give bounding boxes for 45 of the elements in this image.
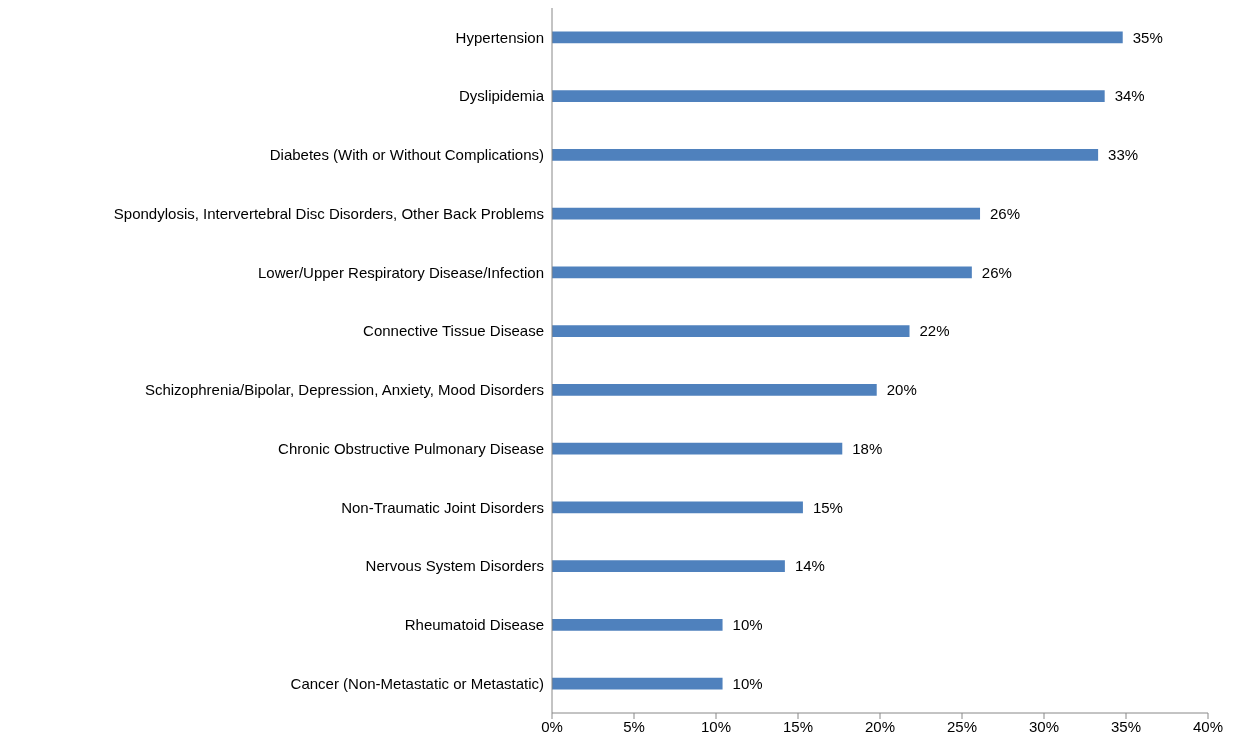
data-label: 26% — [981, 263, 1012, 281]
data-label: 18% — [852, 439, 883, 457]
bar — [552, 325, 910, 337]
bar — [552, 149, 1099, 161]
x-tick-label: 0% — [541, 717, 563, 735]
x-tick-label: 35% — [1110, 717, 1142, 735]
data-label: 22% — [919, 322, 950, 340]
x-tick-label: 25% — [946, 717, 978, 735]
y-tick-label: Rheumatoid Disease — [404, 616, 544, 634]
y-tick-label: Non-Traumatic Joint Disorders — [341, 498, 544, 516]
y-tick-label: Dyslipidemia — [458, 87, 545, 105]
bar — [552, 501, 803, 514]
y-tick-label: Nervous System Disorders — [365, 557, 544, 575]
bar — [552, 677, 723, 690]
x-tick-label: 20% — [864, 717, 896, 735]
bar — [552, 207, 981, 220]
data-label: 15% — [812, 498, 843, 516]
data-label: 33% — [1108, 146, 1139, 164]
x-tick-label: 10% — [700, 717, 732, 735]
data-label: 10% — [732, 674, 763, 692]
bar — [552, 266, 972, 279]
y-tick-label: Hypertension — [455, 28, 544, 46]
data-label: 20% — [886, 381, 917, 399]
data-label: 34% — [1114, 87, 1145, 105]
y-tick-label: Lower/Upper Respiratory Disease/Infection — [258, 263, 544, 281]
bar — [552, 442, 843, 455]
bar — [552, 384, 877, 396]
y-tick-label: Chronic Obstructive Pulmonary Disease — [278, 439, 544, 457]
bar — [552, 31, 1123, 44]
bar — [552, 560, 785, 572]
x-tick-label: 5% — [623, 717, 645, 735]
data-label: 10% — [732, 616, 763, 634]
data-label: 14% — [794, 557, 825, 575]
y-tick-label: Schizophrenia/Bipolar, Depression, Anxiety, Mood Disorders — [144, 381, 544, 399]
x-tick-label: 40% — [1192, 717, 1224, 735]
data-label: 35% — [1132, 28, 1163, 46]
y-tick-label: Cancer (Non-Metastatic or Metastatic) — [290, 674, 544, 692]
bar — [552, 619, 723, 631]
bar — [552, 90, 1105, 102]
y-tick-label: Spondylosis, Intervertebral Disc Disorders, Other Back Problems — [113, 204, 544, 222]
x-tick-label: 15% — [782, 717, 814, 735]
y-tick-label: Connective Tissue Disease — [363, 322, 544, 340]
data-label: 26% — [990, 204, 1021, 222]
x-tick-label: 30% — [1028, 717, 1060, 735]
y-tick-label: Diabetes (With or Without Complications) — [269, 146, 544, 164]
